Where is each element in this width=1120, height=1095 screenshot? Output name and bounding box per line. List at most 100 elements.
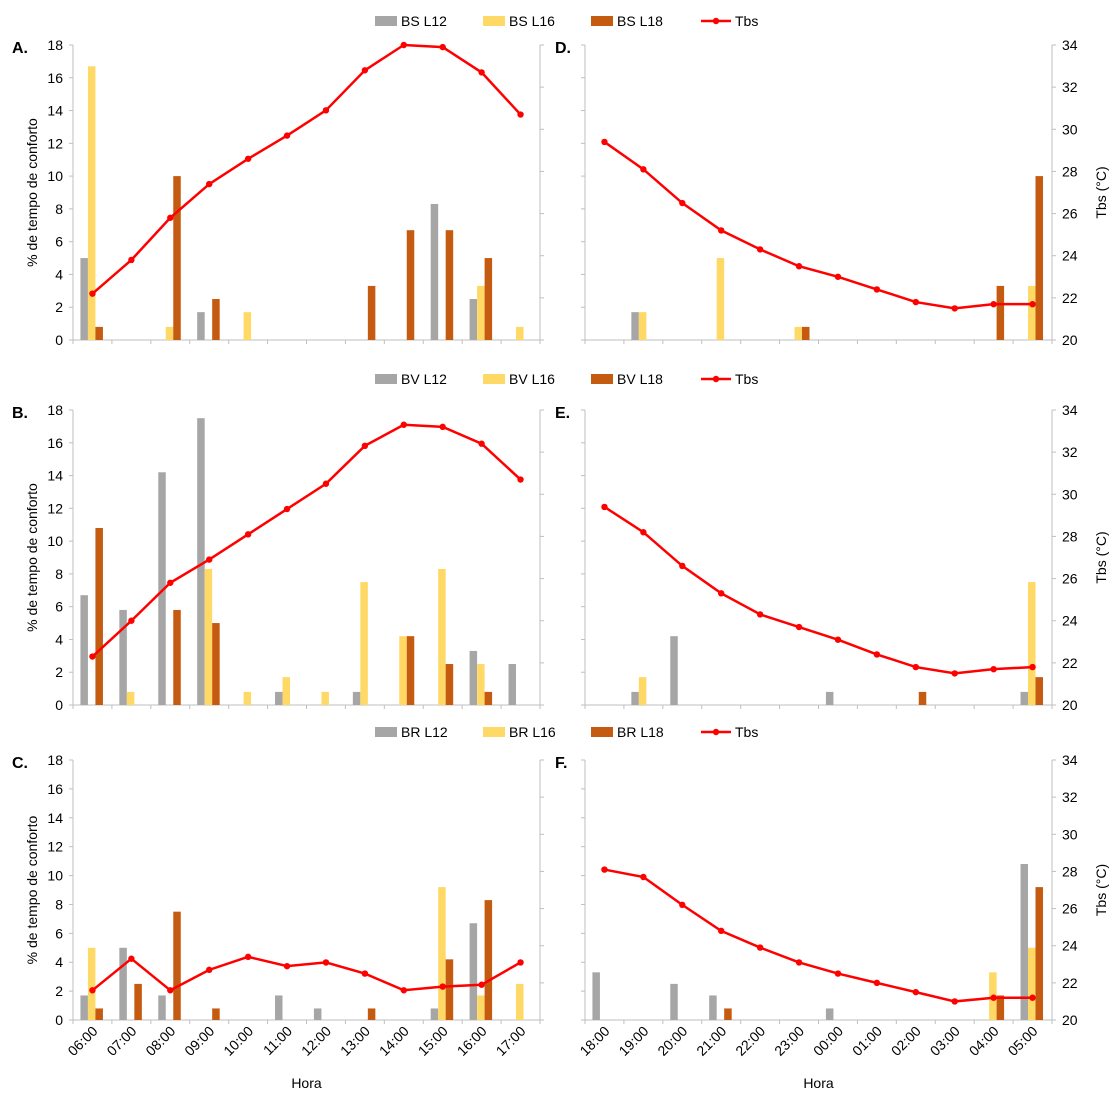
tbs-point bbox=[517, 111, 524, 118]
bar bbox=[516, 326, 524, 340]
tbs-point bbox=[601, 138, 608, 146]
legend-entry: BS L16 bbox=[509, 13, 555, 29]
bar bbox=[638, 677, 647, 705]
legend-entry: BR L12 bbox=[401, 724, 448, 740]
right-tick-label: 30 bbox=[1062, 826, 1078, 842]
x-tick-label: 10:00 bbox=[220, 1023, 256, 1059]
x-tick-label: 00:00 bbox=[810, 1023, 846, 1059]
tbs-point bbox=[128, 256, 135, 264]
tbs-point bbox=[679, 199, 686, 207]
bar bbox=[243, 691, 252, 705]
tbs-point bbox=[206, 966, 213, 974]
left-tick-label: 0 bbox=[55, 332, 63, 348]
tbs-point bbox=[718, 590, 725, 597]
bar bbox=[1035, 176, 1044, 340]
right-tick-label: 24 bbox=[1062, 248, 1078, 264]
bar bbox=[80, 995, 88, 1020]
tbs-line bbox=[603, 505, 1033, 675]
x-tick-label: 03:00 bbox=[927, 1023, 963, 1059]
left-axis-title: % de tempo de conforto bbox=[24, 118, 40, 267]
bar bbox=[825, 1008, 834, 1020]
x-tick-label: 13:00 bbox=[337, 1023, 373, 1059]
left-tick-label: 8 bbox=[55, 201, 63, 217]
tbs-point bbox=[795, 263, 803, 270]
left-tick-label: 4 bbox=[55, 266, 63, 282]
legend-entry: Tbs bbox=[735, 371, 758, 387]
tbs-point bbox=[834, 273, 842, 280]
tbs-point bbox=[640, 873, 647, 881]
tbs-point bbox=[1029, 300, 1036, 308]
bar bbox=[406, 636, 415, 705]
left-tick-label: 16 bbox=[47, 435, 63, 451]
right-tick-label: 28 bbox=[1062, 528, 1078, 544]
right-tick-label: 28 bbox=[1062, 863, 1078, 879]
tbs-point bbox=[400, 987, 407, 994]
tbs-point bbox=[167, 987, 174, 994]
tbs-point bbox=[873, 979, 881, 987]
tbs-point bbox=[756, 611, 764, 618]
bar bbox=[126, 691, 135, 705]
x-tick-label: 04:00 bbox=[966, 1023, 1002, 1059]
right-tick-label: 32 bbox=[1062, 789, 1078, 805]
bar bbox=[406, 230, 415, 340]
x-tick-label: 05:00 bbox=[1005, 1023, 1041, 1059]
legend-line-marker bbox=[712, 17, 720, 25]
legend-swatch bbox=[591, 727, 613, 737]
bar bbox=[367, 1008, 376, 1020]
left-tick-label: 2 bbox=[55, 664, 63, 680]
tbs-point bbox=[439, 423, 446, 431]
bar bbox=[709, 995, 717, 1020]
bar bbox=[484, 900, 493, 1020]
bar bbox=[445, 959, 454, 1020]
tbs-point bbox=[89, 987, 96, 994]
tbs-point bbox=[322, 480, 330, 487]
bar bbox=[80, 258, 88, 340]
right-tick-label: 32 bbox=[1062, 444, 1078, 460]
left-axis-title: % de tempo de conforto bbox=[24, 483, 40, 632]
left-tick-label: 0 bbox=[55, 1012, 63, 1028]
bar bbox=[1035, 677, 1044, 705]
bar bbox=[313, 1008, 322, 1020]
left-tick-label: 6 bbox=[55, 599, 63, 615]
tbs-point bbox=[756, 944, 764, 951]
bar bbox=[918, 691, 927, 705]
tbs-point bbox=[873, 651, 881, 658]
left-tick-label: 18 bbox=[47, 37, 63, 53]
bar bbox=[794, 326, 803, 340]
right-tick-label: 28 bbox=[1062, 163, 1078, 179]
bar bbox=[477, 995, 485, 1020]
left-tick-label: 6 bbox=[55, 234, 63, 250]
legend-entry: BS L12 bbox=[401, 13, 447, 29]
tbs-point bbox=[951, 670, 958, 677]
bar bbox=[802, 326, 810, 340]
right-tick-label: 20 bbox=[1062, 332, 1078, 348]
tbs-point bbox=[478, 69, 485, 76]
bar bbox=[87, 947, 96, 1020]
legend-line-marker bbox=[712, 728, 720, 736]
legend-entry: BR L18 bbox=[617, 724, 664, 740]
bar bbox=[367, 285, 376, 340]
bar bbox=[360, 582, 368, 705]
left-tick-label: 16 bbox=[47, 70, 63, 86]
bar bbox=[1020, 864, 1029, 1020]
tbs-point bbox=[679, 562, 686, 570]
bar bbox=[134, 983, 142, 1020]
tbs-point bbox=[601, 866, 608, 873]
right-axis-title: Tbs (°C) bbox=[1093, 166, 1109, 218]
panel-label: B. bbox=[12, 405, 28, 422]
right-tick-label: 34 bbox=[1062, 752, 1078, 768]
right-tick-label: 30 bbox=[1062, 486, 1078, 502]
tbs-point bbox=[951, 305, 958, 312]
bar bbox=[275, 691, 283, 705]
right-axis-title: Tbs (°C) bbox=[1093, 864, 1109, 916]
tbs-point bbox=[244, 155, 252, 162]
legend-entry: Tbs bbox=[735, 13, 758, 29]
tbs-point bbox=[517, 959, 524, 966]
bar bbox=[158, 995, 166, 1020]
tbs-point bbox=[128, 955, 135, 962]
bar bbox=[724, 1008, 732, 1020]
left-tick-label: 14 bbox=[47, 468, 63, 484]
tbs-point bbox=[283, 962, 291, 970]
tbs-line bbox=[603, 140, 1033, 310]
panel-label: A. bbox=[12, 40, 28, 57]
